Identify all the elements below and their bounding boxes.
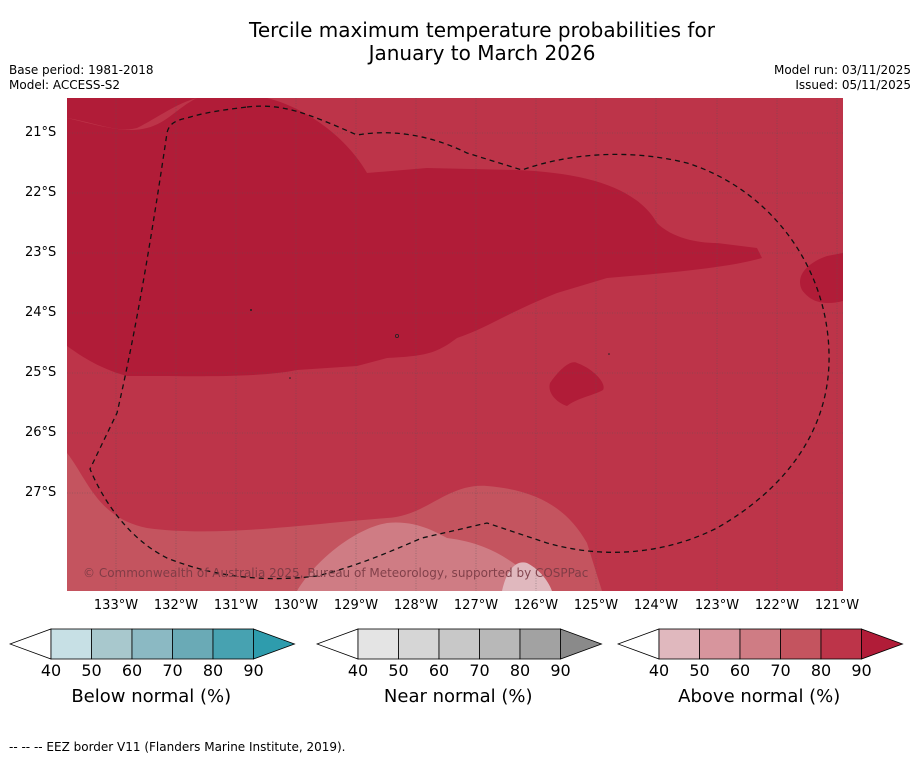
above-80-90-region xyxy=(67,98,762,377)
island-marker xyxy=(394,333,399,338)
colorbar-min-extend xyxy=(316,628,359,660)
graticule xyxy=(67,98,843,591)
colorbar-min-extend xyxy=(9,628,52,660)
island-marker xyxy=(250,309,252,311)
colorbar-tick: 50 xyxy=(81,661,102,680)
colorbar-segment xyxy=(519,628,561,660)
issued-date: Issued: 05/11/2025 xyxy=(795,78,911,92)
colorbar-segment xyxy=(91,628,133,660)
title-line-1: Tercile maximum temperature probabilitie… xyxy=(249,18,715,42)
island-marker xyxy=(608,353,610,355)
colorbar-segment xyxy=(820,628,862,660)
lat-label: 23°S xyxy=(25,245,57,260)
lat-label: 24°S xyxy=(25,305,57,320)
colorbar-max-extend xyxy=(560,628,603,660)
colorbar-segment xyxy=(212,628,254,660)
lon-label: 130°W xyxy=(273,598,319,613)
above-80-90-east-patch xyxy=(799,253,843,304)
lon-label: 121°W xyxy=(814,598,860,613)
lat-label: 22°S xyxy=(25,185,57,200)
eez-border xyxy=(89,105,830,580)
copyright-notice: © Commonwealth of Australia 2025, Bureau… xyxy=(83,566,589,580)
lon-label: 132°W xyxy=(153,598,199,613)
above-80-90-top xyxy=(67,98,843,130)
colorbar-segment xyxy=(479,628,521,660)
colorbar-tick: 90 xyxy=(851,661,872,680)
colorbar-tick: 70 xyxy=(469,661,490,680)
colorbar-segment xyxy=(131,628,173,660)
eez-footer-note: -- -- -- EEZ border V11 (Flanders Marine… xyxy=(9,740,346,754)
colorbar-tick: 90 xyxy=(550,661,571,680)
above-50-60-region xyxy=(297,522,547,591)
model-name: Model: ACCESS-S2 xyxy=(9,78,121,92)
colorbar-segment xyxy=(50,628,92,660)
above-40-50-region xyxy=(502,562,552,591)
lon-label: 128°W xyxy=(393,598,439,613)
colorbar-tick: 50 xyxy=(388,661,409,680)
colorbar-tick: 70 xyxy=(770,661,791,680)
colorbar-segment xyxy=(438,628,480,660)
lon-label: 131°W xyxy=(213,598,259,613)
colorbar-tick: 40 xyxy=(648,661,670,680)
colorbar-tick: 90 xyxy=(243,661,264,680)
map-title: Tercile maximum temperature probabilitie… xyxy=(0,19,919,65)
colorbar-label: Near normal (%) xyxy=(383,686,533,707)
base-period: Base period: 1981-2018 xyxy=(9,63,154,77)
colorbar-segment xyxy=(699,628,741,660)
probability-map xyxy=(67,98,843,591)
colorbar-max-extend xyxy=(861,628,904,660)
colorbar-segment xyxy=(398,628,440,660)
lon-label: 125°W xyxy=(573,598,619,613)
meta-left: Base period: 1981-2018 Model: ACCESS-S2 xyxy=(9,63,154,93)
colorbar-segment xyxy=(780,628,822,660)
title-line-2: January to March 2026 xyxy=(368,41,596,65)
lat-label: 21°S xyxy=(25,125,57,140)
colorbar-tick: 40 xyxy=(347,661,369,680)
colorbar-1 xyxy=(316,628,603,660)
colorbar-tick: 80 xyxy=(810,661,832,680)
colorbar-segment xyxy=(172,628,214,660)
model-run: Model run: 03/11/2025 xyxy=(773,63,911,77)
lon-label: 127°W xyxy=(453,598,499,613)
meta-right: Model run: 03/11/2025 Issued: 05/11/2025 xyxy=(774,63,911,93)
colorbar-segment xyxy=(658,628,700,660)
colorbar-label: Below normal (%) xyxy=(71,686,232,707)
colorbar-label: Above normal (%) xyxy=(678,686,841,707)
colorbar-tick: 70 xyxy=(162,661,183,680)
colorbar-tick: 60 xyxy=(428,661,450,680)
lon-label: 129°W xyxy=(333,598,379,613)
lon-label: 133°W xyxy=(93,598,139,613)
lat-label: 26°S xyxy=(25,425,57,440)
lat-label: 27°S xyxy=(25,485,57,500)
colorbar-tick: 80 xyxy=(202,661,224,680)
colorbar-min-extend xyxy=(617,628,660,660)
island-marker xyxy=(289,377,291,379)
colorbar-tick: 80 xyxy=(509,661,531,680)
colorbar-segment xyxy=(357,628,399,660)
lon-label: 124°W xyxy=(633,598,679,613)
colorbar-max-extend xyxy=(253,628,296,660)
colorbar-segment xyxy=(739,628,781,660)
colorbar-2 xyxy=(617,628,904,660)
colorbar-0 xyxy=(9,628,296,660)
colorbar-tick: 50 xyxy=(689,661,710,680)
colorbar-tick: 60 xyxy=(729,661,751,680)
lat-label: 25°S xyxy=(25,365,57,380)
lon-label: 123°W xyxy=(694,598,740,613)
colorbar-tick: 40 xyxy=(40,661,62,680)
lon-label: 126°W xyxy=(513,598,559,613)
lon-label: 122°W xyxy=(754,598,800,613)
colorbar-tick: 60 xyxy=(121,661,143,680)
